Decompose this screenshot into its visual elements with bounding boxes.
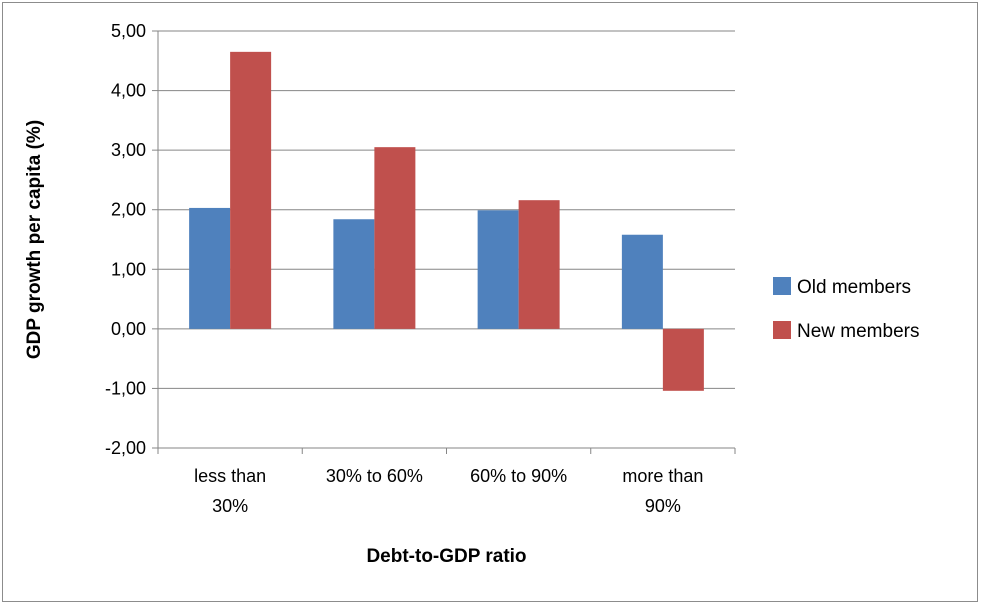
bar-old-members-2 — [477, 210, 519, 329]
y-tick-label: 4,00 — [111, 81, 146, 101]
y-tick-label: 0,00 — [111, 319, 146, 339]
y-tick-label: 2,00 — [111, 200, 146, 220]
y-tick-label: 1,00 — [111, 259, 146, 279]
legend: Old members New members — [773, 277, 919, 342]
x-axis-title: Debt-to-GDP ratio — [366, 546, 526, 567]
legend-swatch-old-members — [773, 277, 791, 295]
legend-label-old-members: Old members — [797, 277, 911, 298]
y-tick-label: -1,00 — [105, 378, 146, 398]
bar-new-members-3 — [662, 328, 704, 391]
x-tick-labels: less than 30% 30% to 60% 60% to 90% more tha… — [194, 466, 703, 516]
y-axis-title: GDP growth per capita (%) — [24, 120, 45, 359]
axes — [152, 30, 736, 454]
bar-new-members-2 — [518, 200, 560, 329]
x-tick-label: 60% to 90% — [470, 466, 567, 486]
y-tick-label: 5,00 — [111, 21, 146, 41]
x-tick-label: more than 90% — [622, 466, 703, 516]
x-tick-label: less than 30% — [194, 466, 266, 516]
y-tick-label: -2,00 — [105, 438, 146, 458]
bar-old-members-0 — [189, 207, 231, 329]
legend-label-new-members: New members — [797, 321, 919, 342]
bar-new-members-1 — [374, 147, 416, 329]
y-tick-label: 3,00 — [111, 140, 146, 160]
legend-swatch-new-members — [773, 321, 791, 339]
bars — [189, 51, 704, 391]
bar-new-members-0 — [230, 51, 272, 329]
bar-old-members-1 — [333, 219, 375, 329]
bar-old-members-3 — [621, 234, 663, 329]
x-tick-label: 30% to 60% — [326, 466, 423, 486]
y-tick-labels: -2,00 -1,00 0,00 1,00 2,00 3,00 4,00 5,00 — [105, 21, 146, 458]
